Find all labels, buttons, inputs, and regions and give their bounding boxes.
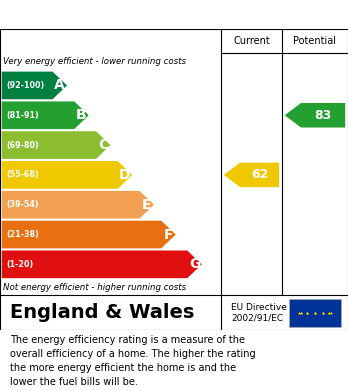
Polygon shape xyxy=(2,131,111,159)
Polygon shape xyxy=(2,161,132,189)
Text: C: C xyxy=(98,138,108,152)
Text: D: D xyxy=(119,168,131,182)
Polygon shape xyxy=(2,101,89,129)
Polygon shape xyxy=(285,103,345,127)
Text: B: B xyxy=(76,108,87,122)
Text: (81-91): (81-91) xyxy=(6,111,39,120)
Polygon shape xyxy=(2,251,202,278)
Text: Very energy efficient - lower running costs: Very energy efficient - lower running co… xyxy=(3,57,187,66)
Text: EU Directive
2002/91/EC: EU Directive 2002/91/EC xyxy=(231,303,287,323)
Polygon shape xyxy=(2,221,176,248)
FancyBboxPatch shape xyxy=(289,299,341,327)
Polygon shape xyxy=(2,72,67,99)
Polygon shape xyxy=(2,191,154,219)
Text: 83: 83 xyxy=(315,109,332,122)
Text: (69-80): (69-80) xyxy=(6,141,39,150)
Text: (92-100): (92-100) xyxy=(6,81,44,90)
Text: 62: 62 xyxy=(251,169,268,181)
Text: F: F xyxy=(164,228,173,242)
Text: Energy Efficiency Rating: Energy Efficiency Rating xyxy=(10,7,220,22)
Text: (21-38): (21-38) xyxy=(6,230,39,239)
Text: Not energy efficient - higher running costs: Not energy efficient - higher running co… xyxy=(3,283,187,292)
Text: England & Wales: England & Wales xyxy=(10,303,195,322)
Text: A: A xyxy=(54,79,65,92)
Text: E: E xyxy=(142,198,151,212)
Text: (39-54): (39-54) xyxy=(6,200,39,209)
Text: The energy efficiency rating is a measure of the
overall efficiency of a home. T: The energy efficiency rating is a measur… xyxy=(10,335,256,387)
Polygon shape xyxy=(224,163,279,187)
Text: Potential: Potential xyxy=(293,36,337,46)
Text: Current: Current xyxy=(233,36,270,46)
Text: (1-20): (1-20) xyxy=(6,260,33,269)
Text: G: G xyxy=(189,257,200,271)
Text: (55-68): (55-68) xyxy=(6,170,39,179)
